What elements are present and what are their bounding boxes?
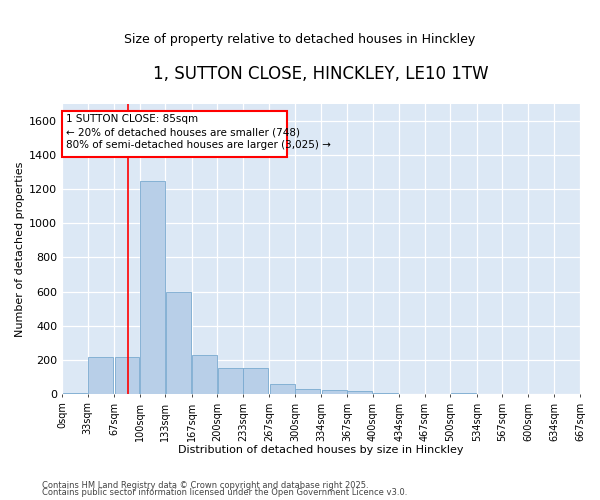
Title: 1, SUTTON CLOSE, HINCKLEY, LE10 1TW: 1, SUTTON CLOSE, HINCKLEY, LE10 1TW — [153, 65, 489, 83]
Text: Contains HM Land Registry data © Crown copyright and database right 2025.: Contains HM Land Registry data © Crown c… — [42, 480, 368, 490]
Bar — [322, 390, 347, 394]
Bar — [192, 354, 217, 394]
Bar — [270, 384, 295, 394]
Bar — [140, 180, 165, 394]
Bar — [373, 393, 398, 394]
Bar — [218, 368, 242, 394]
Y-axis label: Number of detached properties: Number of detached properties — [15, 161, 25, 336]
Text: Contains public sector information licensed under the Open Government Licence v3: Contains public sector information licen… — [42, 488, 407, 497]
Bar — [62, 393, 88, 394]
X-axis label: Distribution of detached houses by size in Hinckley: Distribution of detached houses by size … — [178, 445, 464, 455]
Text: ← 20% of detached houses are smaller (748): ← 20% of detached houses are smaller (74… — [66, 127, 300, 137]
FancyBboxPatch shape — [62, 111, 287, 157]
Bar — [295, 388, 320, 394]
Text: 80% of semi-detached houses are larger (3,025) →: 80% of semi-detached houses are larger (… — [66, 140, 331, 150]
Bar — [115, 357, 139, 394]
Bar — [166, 292, 191, 394]
Text: 1 SUTTON CLOSE: 85sqm: 1 SUTTON CLOSE: 85sqm — [66, 114, 198, 124]
Bar — [347, 392, 373, 394]
Bar — [451, 393, 476, 394]
Text: Size of property relative to detached houses in Hinckley: Size of property relative to detached ho… — [124, 32, 476, 46]
Bar — [244, 368, 268, 394]
Bar — [88, 357, 113, 394]
